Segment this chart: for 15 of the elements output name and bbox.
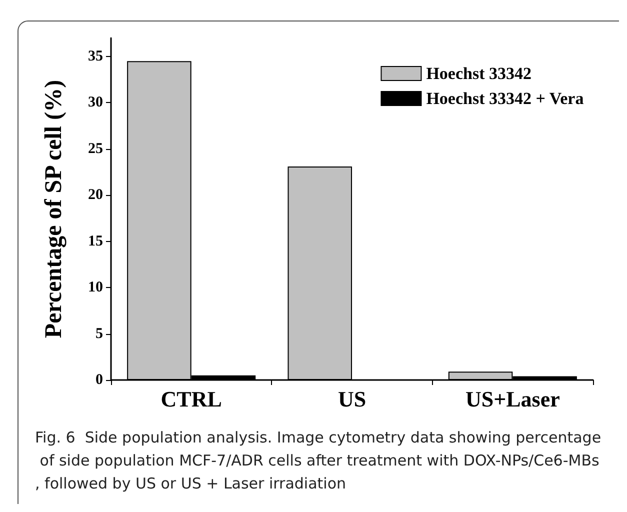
y-tick-label: 0 bbox=[96, 372, 103, 388]
x-tick-label: US bbox=[338, 386, 366, 412]
x-tick-label: US+Laser bbox=[465, 386, 560, 412]
y-tick-label: 5 bbox=[96, 326, 103, 342]
legend-label: Hoechst 33342 bbox=[426, 64, 532, 83]
caption: Fig. 6 Side population analysis. Image cytometry data showing percentage of side population MCF-7/ADR cells after treatment with DOX-NPs/Ce6-MBs, followed by US or US + Laser irradiation bbox=[35, 428, 602, 492]
y-tick-label: 25 bbox=[88, 140, 103, 157]
y-tick-label: 15 bbox=[88, 233, 103, 250]
x-tick-label: CTRL bbox=[160, 386, 222, 412]
y-tick-label: 20 bbox=[88, 187, 103, 204]
y-tick-label: 30 bbox=[88, 94, 103, 111]
y-axis-title: Percentage of SP cell (%) bbox=[41, 80, 67, 338]
y-tick-label: 35 bbox=[88, 48, 103, 64]
y-tick-label: 10 bbox=[88, 280, 103, 296]
legend-label: Hoechst 33342 + Vera bbox=[426, 89, 584, 108]
